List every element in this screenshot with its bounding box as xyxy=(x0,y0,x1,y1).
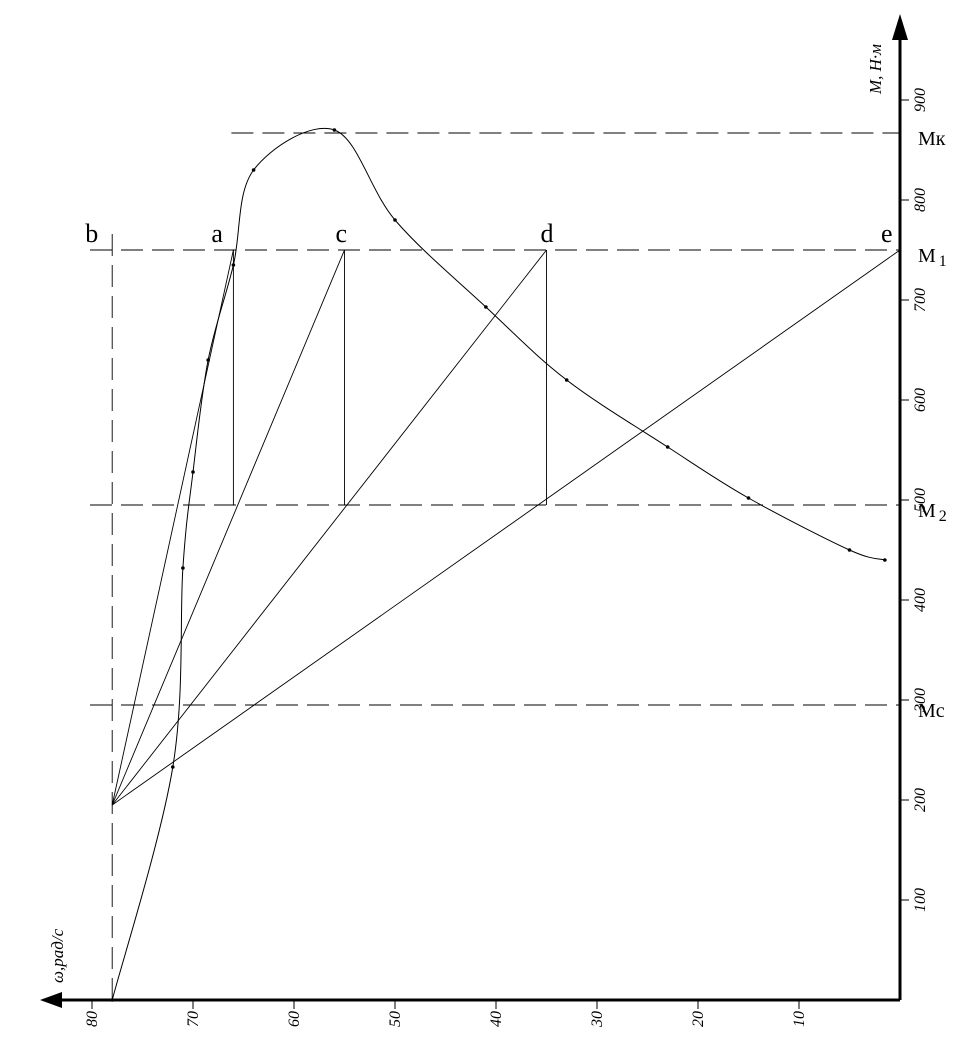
curve-data-point xyxy=(883,558,887,562)
curve-data-point xyxy=(665,445,670,449)
y-tick-label: 500 xyxy=(912,488,929,512)
curve-data-point xyxy=(206,358,210,362)
x-axis-arrow xyxy=(40,992,62,1008)
curve-data-point xyxy=(171,765,175,769)
y-tick-label: 400 xyxy=(912,588,929,612)
x-axis-title: ω,рад/с xyxy=(48,928,67,983)
construction-line xyxy=(111,249,345,806)
x-tick-label: 70 xyxy=(185,1011,202,1027)
curve-data-point xyxy=(746,496,751,500)
curve-data-point xyxy=(251,168,256,172)
curve-data-point xyxy=(484,305,488,309)
point-label: a xyxy=(211,219,223,248)
x-tick-label: 20 xyxy=(690,1011,707,1027)
curve-data-point xyxy=(564,378,569,382)
moment-curve xyxy=(111,128,885,1001)
curve-data-point xyxy=(332,128,337,132)
x-tick-label: 80 xyxy=(84,1011,101,1027)
reference-line-label: Мс xyxy=(918,700,945,722)
y-axis-arrow xyxy=(892,14,908,40)
point-label: c xyxy=(336,219,348,248)
y-tick-label: 200 xyxy=(912,788,929,812)
y-tick-label: 100 xyxy=(912,888,929,912)
curve-data-point xyxy=(847,548,852,552)
curve-data-point xyxy=(393,218,397,222)
reference-lines-group xyxy=(90,132,900,1000)
curve-data-point xyxy=(191,470,195,474)
curve-data-point xyxy=(181,566,185,570)
y-tick-label: 700 xyxy=(912,288,929,312)
x-tick-label: 30 xyxy=(589,1011,606,1028)
point-label: d xyxy=(541,219,554,248)
construction-line xyxy=(111,249,547,806)
axes-group xyxy=(40,14,909,1009)
x-tick-label: 10 xyxy=(791,1011,808,1027)
construction-line xyxy=(111,249,234,806)
y-tick-label: 300 xyxy=(912,688,929,713)
moment-curve-group xyxy=(110,128,887,1002)
construction-lines-group xyxy=(111,249,901,806)
y-axis-title: M, Н·м xyxy=(866,44,885,95)
construction-line xyxy=(111,249,901,806)
y-tick-label: 600 xyxy=(912,388,929,412)
x-tick-label: 40 xyxy=(488,1011,505,1027)
x-tick-label: 50 xyxy=(387,1011,404,1027)
reference-line-label: Мк xyxy=(918,128,946,150)
y-tick-label: 900 xyxy=(912,88,929,112)
point-label: b xyxy=(85,219,98,248)
point-label: e xyxy=(881,219,893,248)
curve-data-point xyxy=(231,263,236,267)
x-tick-label: 60 xyxy=(286,1011,303,1027)
y-tick-label: 800 xyxy=(912,188,929,212)
